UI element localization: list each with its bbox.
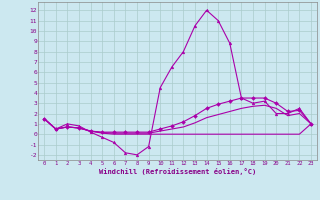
X-axis label: Windchill (Refroidissement éolien,°C): Windchill (Refroidissement éolien,°C) — [99, 168, 256, 175]
